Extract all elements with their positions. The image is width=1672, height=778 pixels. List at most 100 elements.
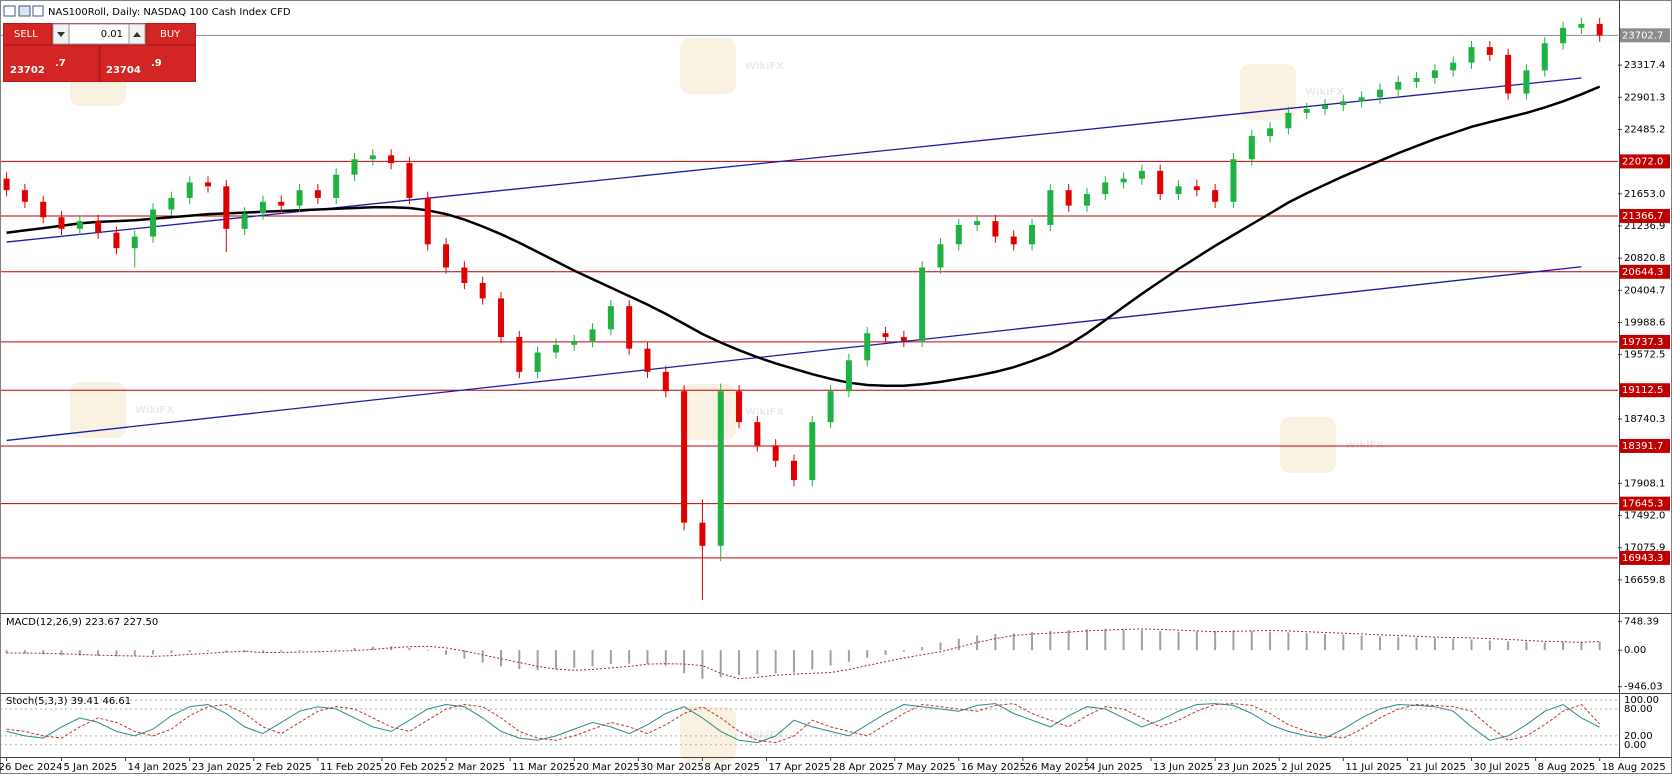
candle-body bbox=[1560, 27, 1567, 44]
x-tick-label: 5 Jan 2025 bbox=[64, 762, 118, 773]
candle-body bbox=[296, 190, 303, 206]
x-tick-label: 28 Apr 2025 bbox=[833, 762, 895, 773]
y-tick-label: 17075.9 bbox=[1624, 543, 1665, 554]
symbol-icon[interactable] bbox=[32, 5, 44, 17]
candle-body bbox=[1083, 194, 1090, 206]
candle-body bbox=[699, 522, 706, 546]
watermark: WikiFX bbox=[135, 405, 174, 416]
buy-price-main: 23704 bbox=[106, 65, 141, 76]
candle-body bbox=[113, 232, 120, 249]
candle-body bbox=[3, 178, 10, 191]
macd-tick-label: -946.03 bbox=[1624, 682, 1663, 693]
candle-body bbox=[461, 267, 468, 283]
watermark: WikiFX bbox=[1305, 87, 1344, 98]
candle-body bbox=[1358, 97, 1365, 102]
candle-body bbox=[1413, 78, 1420, 82]
price-label: 23702.7 bbox=[1622, 30, 1663, 41]
level-label-bg bbox=[1619, 264, 1670, 279]
moving-average bbox=[6, 85, 1601, 388]
level-label-bg bbox=[1619, 496, 1670, 511]
level-label-bg bbox=[1619, 154, 1670, 169]
x-tick-label: 17 Apr 2025 bbox=[769, 762, 831, 773]
level-label: 21366.7 bbox=[1622, 211, 1663, 222]
watermark-logo bbox=[1240, 64, 1296, 120]
sell-button[interactable] bbox=[4, 24, 51, 44]
x-tick-label: 21 Jul 2025 bbox=[1409, 762, 1466, 773]
x-tick-label: 26 Dec 2024 bbox=[0, 762, 62, 773]
candle-body bbox=[736, 391, 743, 423]
stoch-tick-label: 80.00 bbox=[1624, 704, 1653, 715]
candle-body bbox=[1468, 47, 1475, 63]
candle-body bbox=[992, 221, 999, 237]
menu-icon[interactable] bbox=[3, 5, 16, 17]
x-tick-label: 2 Jul 2025 bbox=[1281, 762, 1331, 773]
x-tick-label: 20 Mar 2025 bbox=[576, 762, 639, 773]
candle-body bbox=[607, 306, 614, 330]
level-label: 20644.3 bbox=[1622, 267, 1663, 278]
watermarks: WikiFXWikiFXWikiFXWikiFXWikiFXWikiFXWiki… bbox=[70, 38, 1384, 763]
x-tick-label: 2 Feb 2025 bbox=[256, 762, 312, 773]
candle-body bbox=[845, 360, 852, 392]
y-tick-label: 20820.8 bbox=[1624, 253, 1665, 264]
candle-body bbox=[333, 174, 340, 198]
lot-value: 0.01 bbox=[101, 29, 123, 40]
sell-price-main: 23702 bbox=[10, 65, 45, 76]
y-tick-label: 22485.2 bbox=[1624, 124, 1665, 135]
candle-body bbox=[168, 197, 175, 210]
candle-body bbox=[1010, 236, 1017, 245]
candle-body bbox=[58, 217, 65, 229]
candle-body bbox=[644, 348, 651, 372]
watermark: WikiFX bbox=[745, 61, 784, 72]
buy-price-box[interactable] bbox=[101, 46, 195, 81]
candle-body bbox=[406, 163, 413, 198]
buy-label[interactable]: BUY bbox=[160, 29, 181, 40]
buy-button[interactable] bbox=[147, 24, 195, 44]
candle-body bbox=[1486, 47, 1493, 55]
stoch-label: Stoch(5,3,3) 39.41 46.61 bbox=[6, 696, 131, 707]
candle-body bbox=[21, 190, 28, 202]
stoch-tick-label: 20.00 bbox=[1624, 731, 1653, 742]
chart-icon[interactable] bbox=[18, 5, 31, 17]
stoch-main bbox=[6, 703, 1600, 744]
trade-panel: SELL 0.01 BUY 23702 .7 23704 .9 bbox=[3, 23, 196, 82]
candle-body bbox=[864, 333, 871, 361]
candle-body bbox=[1285, 112, 1292, 129]
y-tick-label: 17492.0 bbox=[1624, 511, 1665, 522]
level-label-bg bbox=[1619, 334, 1670, 349]
chart-title: NAS100Roll, Daily: NASDAQ 100 Cash Index… bbox=[48, 7, 291, 18]
stoch-tick-label: 100.00 bbox=[1624, 695, 1659, 706]
candle-body bbox=[1395, 81, 1402, 90]
candle-body bbox=[40, 201, 47, 218]
candle-body bbox=[241, 213, 248, 229]
candle-body bbox=[1431, 70, 1438, 79]
candle-body bbox=[1303, 108, 1310, 113]
x-tick-label: 8 Apr 2025 bbox=[704, 762, 759, 773]
candle-body bbox=[443, 244, 450, 268]
candle-body bbox=[1322, 105, 1329, 109]
level-label: 18391.7 bbox=[1622, 441, 1663, 452]
candle-body bbox=[662, 371, 669, 392]
candle-body bbox=[314, 190, 321, 198]
buy-price-frac: .9 bbox=[151, 58, 162, 69]
candle-body bbox=[589, 329, 596, 341]
candle-body bbox=[1230, 159, 1237, 202]
sell-label[interactable]: SELL bbox=[14, 29, 38, 40]
x-tick-label: 11 Mar 2025 bbox=[512, 762, 575, 773]
price-panel bbox=[1, 17, 1618, 600]
candle-body bbox=[1541, 43, 1548, 71]
macd-tick-label: 748.39 bbox=[1624, 616, 1659, 627]
y-tick-label: 16659.8 bbox=[1624, 575, 1665, 586]
macd-panel bbox=[5, 628, 1601, 680]
x-tick-label: 14 Jan 2025 bbox=[128, 762, 188, 773]
watermark-logo bbox=[680, 38, 736, 94]
x-tick-label: 8 Aug 2025 bbox=[1538, 762, 1596, 773]
watermark: WikiFX bbox=[745, 730, 784, 741]
candle-body bbox=[717, 391, 724, 546]
sell-price-box[interactable] bbox=[4, 46, 98, 81]
x-tick-label: 4 Jun 2025 bbox=[1089, 762, 1143, 773]
y-tick-label: 22901.3 bbox=[1624, 92, 1665, 103]
candle-body bbox=[388, 155, 395, 164]
candle-body bbox=[1047, 190, 1054, 225]
candle-body bbox=[974, 221, 981, 225]
y-tick-label: 17908.1 bbox=[1624, 478, 1665, 489]
